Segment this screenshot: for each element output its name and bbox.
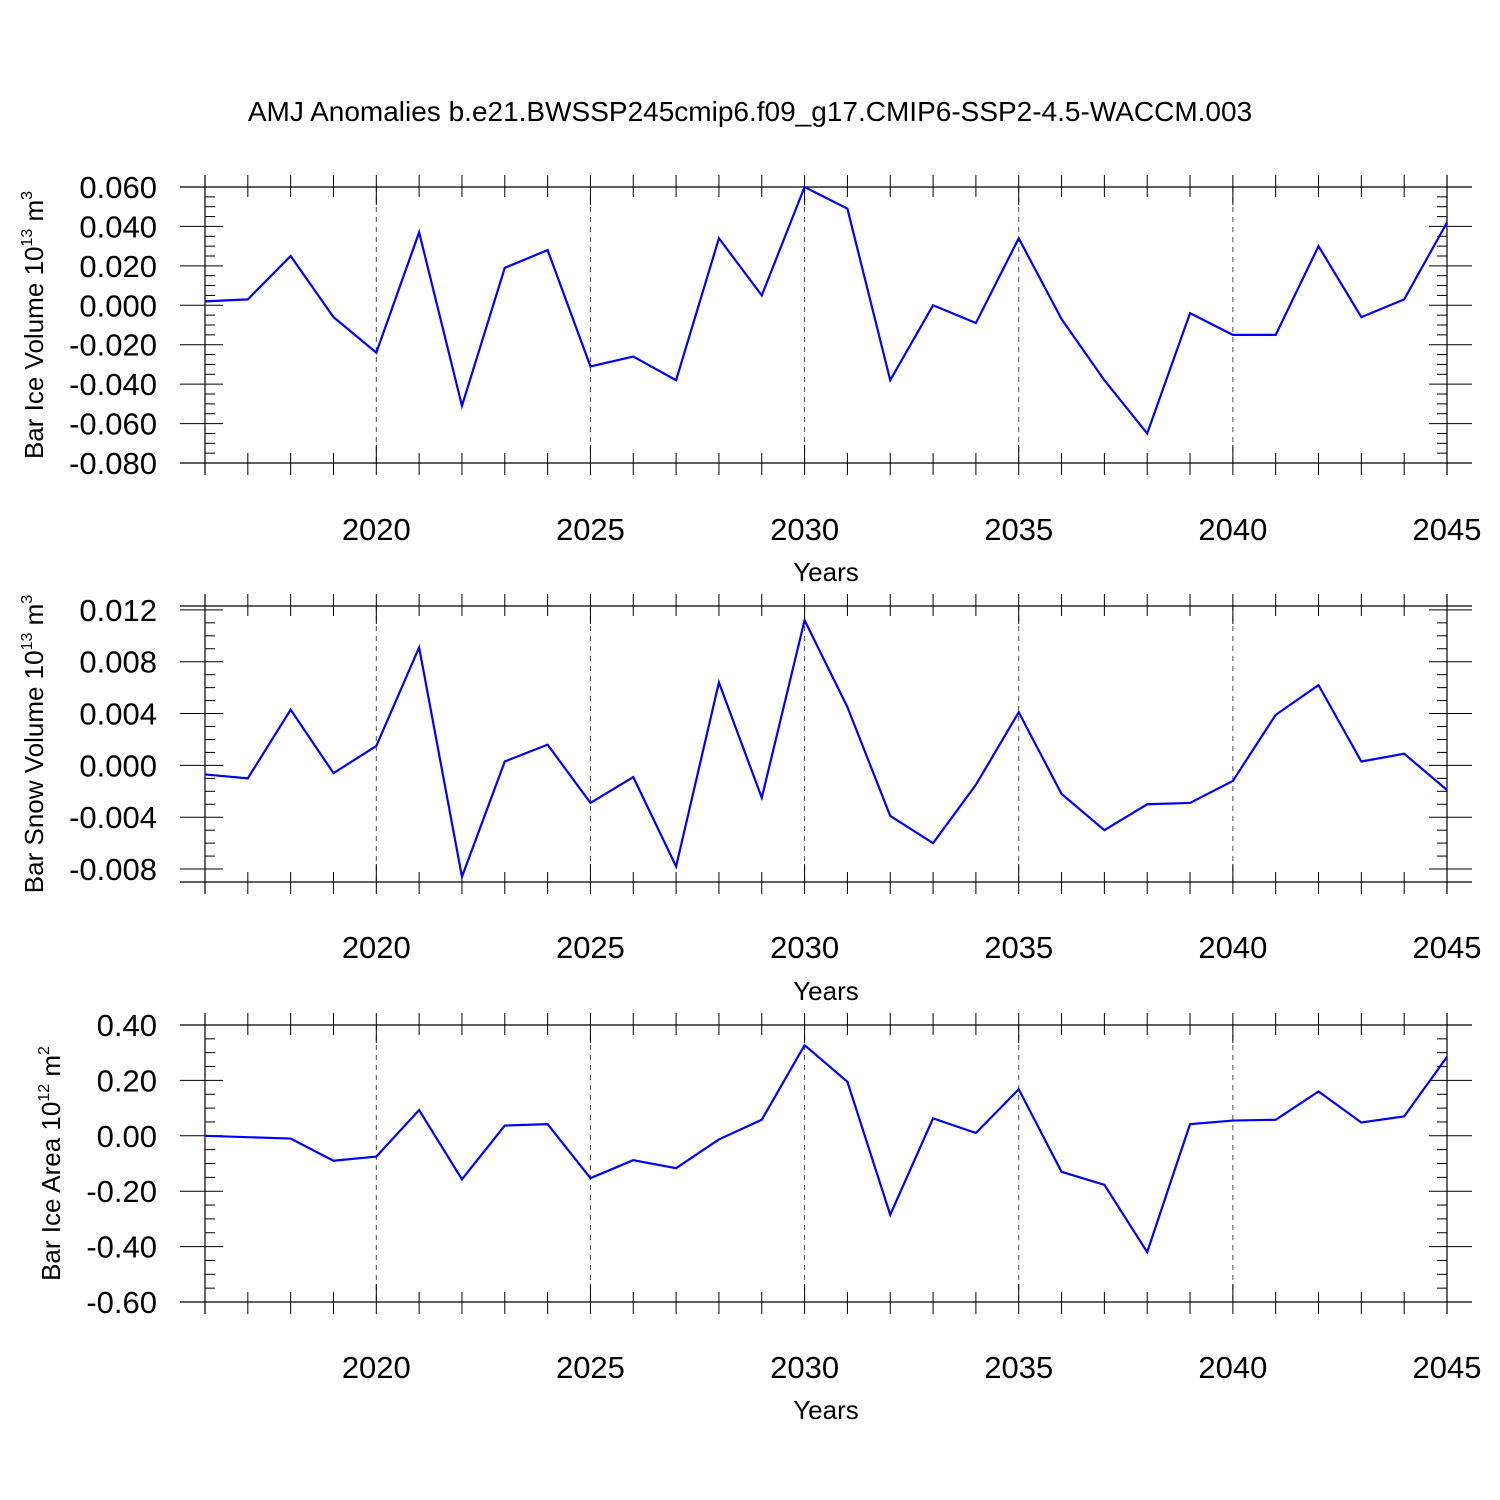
x-tick-label: 2035 (984, 1350, 1053, 1385)
x-tick-label: 2020 (342, 1350, 411, 1385)
y-tick-label: 0.020 (79, 249, 157, 284)
series-line (204, 617, 1448, 881)
y-axis-label-exponent: 13 (19, 632, 36, 650)
y-tick-label: 0.00 (97, 1119, 157, 1154)
y-tick-label: 0.040 (79, 209, 157, 244)
x-tick-label: 2045 (1413, 512, 1482, 547)
series-line (204, 185, 1448, 436)
x-tick-label: 2040 (1198, 512, 1267, 547)
y-tick-label: 0.060 (79, 170, 157, 205)
y-axis-label-text: Bar Snow Volume 10 (19, 650, 49, 893)
x-tick-label: 2040 (1198, 930, 1267, 965)
y-axis-label-unit: m (19, 200, 49, 229)
y-axis-label-exponent: 12 (36, 1084, 53, 1102)
x-tick-label: 2025 (556, 1350, 625, 1385)
y-tick-label: -0.040 (69, 367, 157, 402)
x-tick-label: 2030 (770, 930, 839, 965)
y-tick-label: -0.004 (69, 800, 157, 835)
y-axis-label-unit-exponent: 3 (19, 191, 36, 200)
figure-title: AMJ Anomalies b.e21.BWSSP245cmip6.f09_g1… (247, 96, 1253, 127)
y-axis-label-exponent: 13 (19, 229, 36, 247)
y-axis-label-unit: m (19, 604, 49, 633)
y-tick-label: 0.004 (79, 697, 157, 732)
x-axis-label: Years (793, 976, 859, 1006)
chart-panel-1: 0.060 0.040 0.020 0.000 -0.020 -0.040 -0.060 -0… (19, 170, 1481, 587)
y-axis-label-unit-exponent: 2 (36, 1046, 53, 1055)
y-axis-label-text: Bar Ice Volume 10 (19, 247, 49, 459)
y-tick-label: 0.008 (79, 645, 157, 680)
y-tick-label: -0.060 (69, 407, 157, 442)
y-tick-label: -0.080 (69, 446, 157, 481)
y-tick-label: -0.008 (69, 852, 157, 887)
x-tick-label: 2020 (342, 512, 411, 547)
y-tick-label: 0.000 (79, 748, 157, 783)
y-tick-label: 0.20 (97, 1063, 157, 1098)
y-axis-label-unit: m (36, 1055, 66, 1084)
x-tick-label: 2040 (1198, 1350, 1267, 1385)
y-axis-label: Bar Snow Volume 1013 m3 (19, 595, 49, 894)
y-tick-label: 0.012 (79, 593, 157, 628)
y-tick-label: -0.60 (86, 1285, 157, 1320)
y-tick-label: 0.000 (79, 288, 157, 323)
series-line (204, 1043, 1448, 1255)
chart-panel-2: 0.012 0.008 0.004 0.000 -0.004 -0.008 2020 2025… (19, 593, 1481, 1006)
y-tick-label: -0.020 (69, 328, 157, 363)
x-tick-label: 2035 (984, 930, 1053, 965)
y-tick-label: -0.20 (86, 1174, 157, 1209)
y-axis-label-unit-exponent: 3 (19, 595, 36, 604)
x-tick-label: 2030 (770, 512, 839, 547)
y-axis-label: Bar Ice Area 1012 m2 (36, 1046, 66, 1281)
x-tick-label: 2020 (342, 930, 411, 965)
x-tick-label: 2025 (556, 512, 625, 547)
y-tick-label: 0.40 (97, 1008, 157, 1043)
x-tick-label: 2045 (1413, 1350, 1482, 1385)
y-axis-label: Bar Ice Volume 1013 m3 (19, 191, 49, 459)
x-tick-label: 2030 (770, 1350, 839, 1385)
x-tick-label: 2045 (1413, 930, 1482, 965)
x-axis-label: Years (793, 557, 859, 587)
y-axis-label-text: Bar Ice Area 10 (36, 1102, 66, 1281)
y-tick-label: -0.40 (86, 1230, 157, 1265)
x-axis-label: Years (793, 1395, 859, 1425)
x-tick-label: 2035 (984, 512, 1053, 547)
chart-panel-3: 0.40 0.20 0.00 -0.20 -0.40 -0.60 2020 2025 2030 2… (36, 1008, 1481, 1425)
x-tick-label: 2025 (556, 930, 625, 965)
